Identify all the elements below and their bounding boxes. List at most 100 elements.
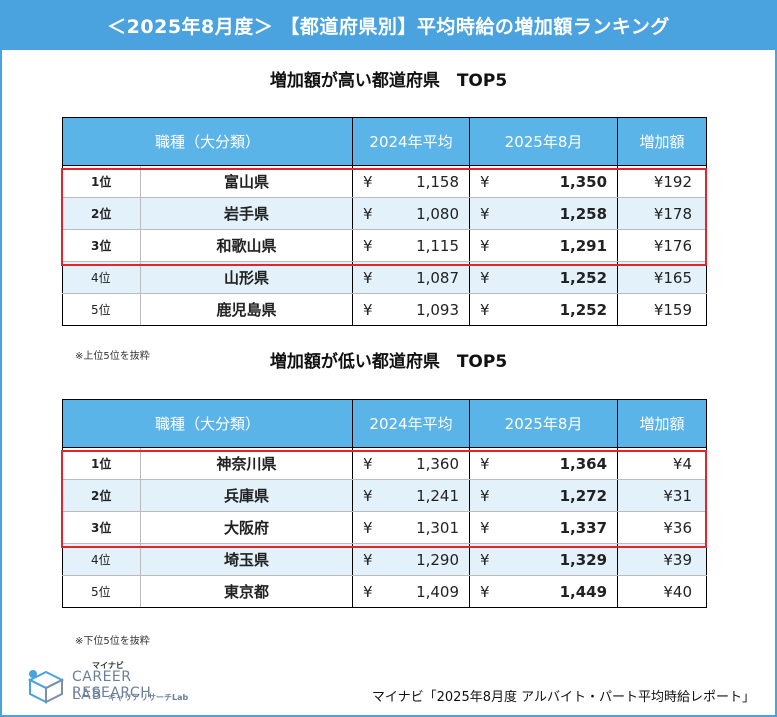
currency-symbol: ¥ [480,550,490,569]
logo-mynavi-text: マイナビ [92,661,124,670]
currency-symbol: ¥ [363,268,373,287]
currency-symbol: ¥ [480,300,490,319]
table-row: 2位 岩手県 ¥1,080 ¥1,258 ¥178 [62,197,708,230]
currency-symbol: ¥ [363,486,373,505]
avg2024-cell: ¥1,087 [352,261,470,294]
avg2024-cell: ¥1,290 [352,543,470,576]
avg2024-value: 1,360 [416,454,460,473]
cube-logo-icon [27,670,65,704]
logo-career-research-text: CAREER RESEARCH [72,669,152,701]
currency-symbol: ¥ [363,518,373,537]
high-section-title: 増加額が高い都道府県 TOP5 [269,71,508,91]
avg2024-cell: ¥1,241 [352,479,470,512]
avg2024-cell: ¥1,080 [352,197,470,230]
aug2025-cell: ¥1,449 [469,575,618,608]
aug2025-cell: ¥1,364 [469,447,618,480]
prefecture-cell: 埼玉県 [139,543,353,576]
currency-symbol: ¥ [363,582,373,601]
increase-cell: ¥192 [617,165,708,198]
rank-cell: 4位 [62,543,141,576]
rank-cell: 3位 [62,511,141,544]
increase-cell: ¥4 [617,447,708,480]
aug2025-cell: ¥1,329 [469,543,618,576]
rank-cell: 3位 [62,229,141,262]
table-row: 5位 東京都 ¥1,409 ¥1,449 ¥40 [62,575,708,608]
avg2024-value: 1,409 [416,582,460,601]
currency-symbol: ¥ [480,582,490,601]
avg2024-value: 1,290 [416,550,460,569]
rank-cell: 2位 [62,197,141,230]
avg2024-value: 1,087 [416,268,460,287]
header-increase: 増加額 [617,117,708,166]
currency-symbol: ¥ [363,236,373,255]
increase-cell: ¥39 [617,543,708,576]
prefecture-cell: 岩手県 [139,197,353,230]
increase-cell: ¥36 [617,511,708,544]
table-row: 3位 和歌山県 ¥1,115 ¥1,291 ¥176 [62,229,708,262]
rank-cell: 1位 [62,447,141,480]
aug2025-cell: ¥1,252 [469,293,618,326]
header-category: 職種（大分類） [61,117,354,166]
aug2025-value: 1,252 [559,300,608,319]
increase-cell: ¥178 [617,197,708,230]
increase-cell: ¥165 [617,261,708,294]
low-ranking-table: 職種（大分類） 2024年平均 2025年8月 増加額 1位 神奈川県 ¥1,360… [61,399,708,608]
prefecture-cell: 神奈川県 [139,447,353,480]
aug2025-cell: ¥1,337 [469,511,618,544]
table-header-row: 職種（大分類） 2024年平均 2025年8月 増加額 [61,117,708,166]
avg2024-cell: ¥1,158 [352,165,470,198]
logo-kana-text: キャリアリサーチLab [108,693,189,702]
currency-symbol: ¥ [363,172,373,191]
aug2025-value: 1,329 [559,550,608,569]
prefecture-cell: 東京都 [139,575,353,608]
table-header-row: 職種（大分類） 2024年平均 2025年8月 増加額 [61,399,708,448]
aug2025-value: 1,337 [559,518,608,537]
aug2025-value: 1,291 [559,236,608,255]
header-aug2025: 2025年8月 [469,117,619,166]
increase-cell: ¥40 [617,575,708,608]
header-avg2024: 2024年平均 [352,117,471,166]
avg2024-cell: ¥1,093 [352,293,470,326]
rank-cell: 2位 [62,479,141,512]
currency-symbol: ¥ [480,236,490,255]
increase-cell: ¥159 [617,293,708,326]
table-row: 3位 大阪府 ¥1,301 ¥1,337 ¥36 [62,511,708,544]
avg2024-cell: ¥1,301 [352,511,470,544]
currency-symbol: ¥ [480,172,490,191]
prefecture-cell: 和歌山県 [139,229,353,262]
aug2025-cell: ¥1,252 [469,261,618,294]
table-row: 4位 埼玉県 ¥1,290 ¥1,329 ¥39 [62,543,708,576]
source-caption: マイナビ「2025年8月度 アルバイト・パート平均時給レポート」 [371,690,755,705]
table-row: 5位 鹿児島県 ¥1,093 ¥1,252 ¥159 [62,293,708,326]
table-row: 1位 富山県 ¥1,158 ¥1,350 ¥192 [62,165,708,198]
currency-symbol: ¥ [363,204,373,223]
increase-cell: ¥31 [617,479,708,512]
aug2025-cell: ¥1,291 [469,229,618,262]
career-research-lab-logo: マイナビ CAREER RESEARCH LAB キャリアリサーチLab [22,660,202,706]
avg2024-value: 1,093 [416,300,460,319]
prefecture-cell: 大阪府 [139,511,353,544]
aug2025-value: 1,252 [559,268,608,287]
avg2024-cell: ¥1,360 [352,447,470,480]
page-banner-title: ＜2025年8月度＞ 【都道府県別】平均時給の増加額ランキング [0,0,777,50]
currency-symbol: ¥ [480,204,490,223]
currency-symbol: ¥ [480,268,490,287]
header-aug2025: 2025年8月 [469,399,619,448]
aug2025-value: 1,364 [559,454,608,473]
aug2025-cell: ¥1,272 [469,479,618,512]
avg2024-value: 1,080 [416,204,460,223]
aug2025-value: 1,449 [559,582,608,601]
aug2025-cell: ¥1,258 [469,197,618,230]
avg2024-cell: ¥1,115 [352,229,470,262]
high-ranking-table: 職種（大分類） 2024年平均 2025年8月 増加額 1位 富山県 ¥1,158 ¥… [61,117,708,326]
avg2024-value: 1,115 [416,236,460,255]
header-increase: 増加額 [617,399,708,448]
low-section-title: 増加額が低い都道府県 TOP5 [269,352,508,372]
rank-cell: 1位 [62,165,141,198]
avg2024-cell: ¥1,409 [352,575,470,608]
rank-cell: 5位 [62,575,141,608]
logo-lab-text: LAB [72,687,103,703]
increase-cell: ¥176 [617,229,708,262]
table-row: 4位 山形県 ¥1,087 ¥1,252 ¥165 [62,261,708,294]
table-row: 2位 兵庫県 ¥1,241 ¥1,272 ¥31 [62,479,708,512]
